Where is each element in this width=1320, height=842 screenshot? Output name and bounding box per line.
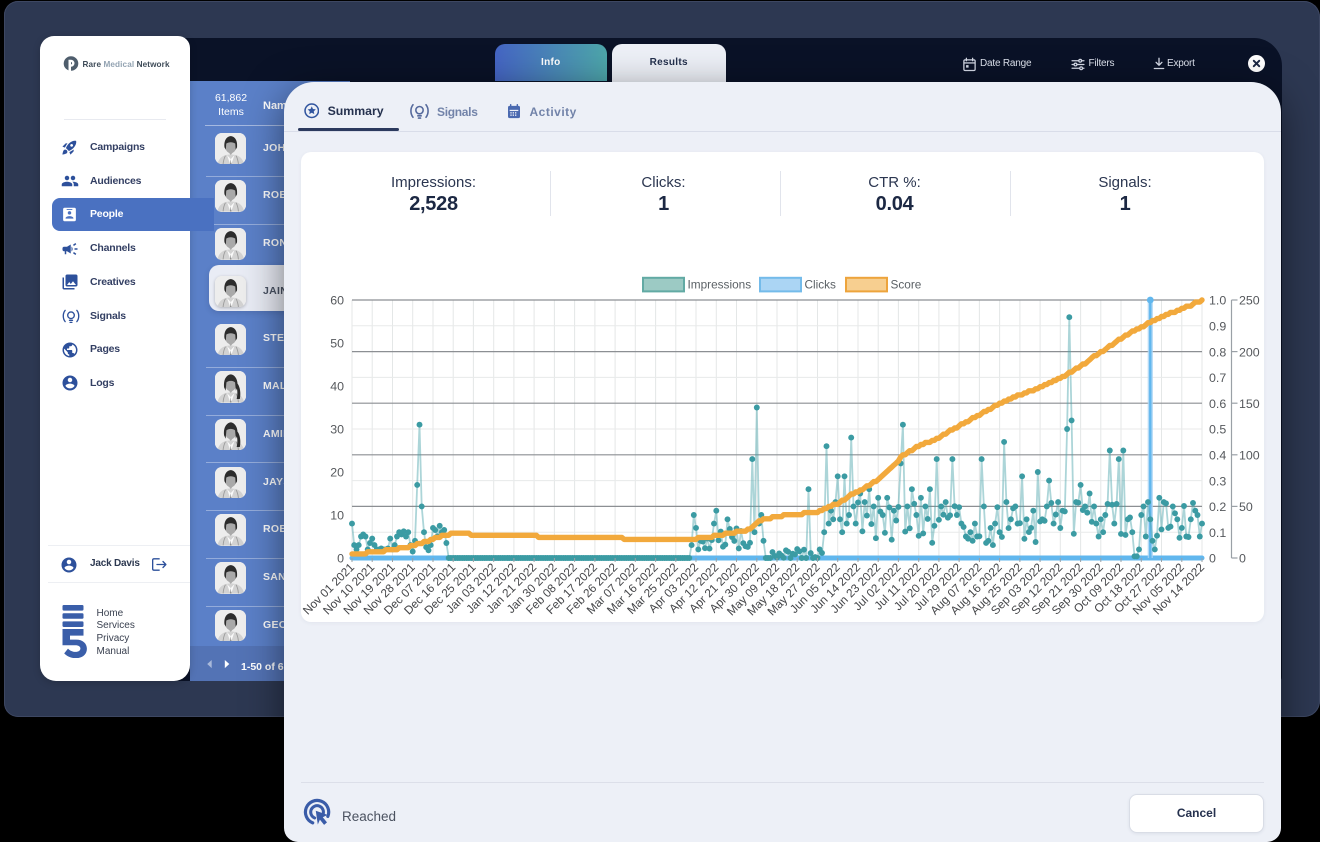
svg-text:0.2: 0.2: [1209, 500, 1226, 514]
svg-text:0.8: 0.8: [1209, 345, 1226, 359]
svg-text:Score: Score: [891, 278, 922, 292]
svg-text:50: 50: [1239, 500, 1253, 514]
svg-text:150: 150: [1239, 397, 1260, 411]
svg-text:0: 0: [337, 551, 344, 565]
svg-text:0.4: 0.4: [1209, 449, 1226, 463]
svg-text:250: 250: [1239, 294, 1260, 308]
svg-text:20: 20: [330, 465, 344, 479]
svg-text:40: 40: [330, 379, 344, 393]
svg-text:0.6: 0.6: [1209, 397, 1226, 411]
svg-text:0.7: 0.7: [1209, 371, 1226, 385]
svg-text:10: 10: [330, 508, 344, 522]
svg-text:60: 60: [330, 293, 344, 307]
svg-text:Impressions: Impressions: [688, 278, 752, 292]
svg-text:0.3: 0.3: [1209, 474, 1226, 488]
svg-text:0.5: 0.5: [1209, 423, 1226, 437]
svg-text:1.0: 1.0: [1209, 294, 1226, 308]
svg-text:Clicks: Clicks: [805, 278, 837, 292]
svg-text:50: 50: [330, 336, 344, 350]
svg-text:200: 200: [1239, 345, 1260, 359]
svg-text:0: 0: [1209, 552, 1216, 566]
svg-text:0.9: 0.9: [1209, 320, 1226, 334]
svg-text:0: 0: [1239, 552, 1246, 566]
svg-text:100: 100: [1239, 449, 1260, 463]
svg-text:0.1: 0.1: [1209, 526, 1226, 540]
svg-text:30: 30: [330, 422, 344, 436]
